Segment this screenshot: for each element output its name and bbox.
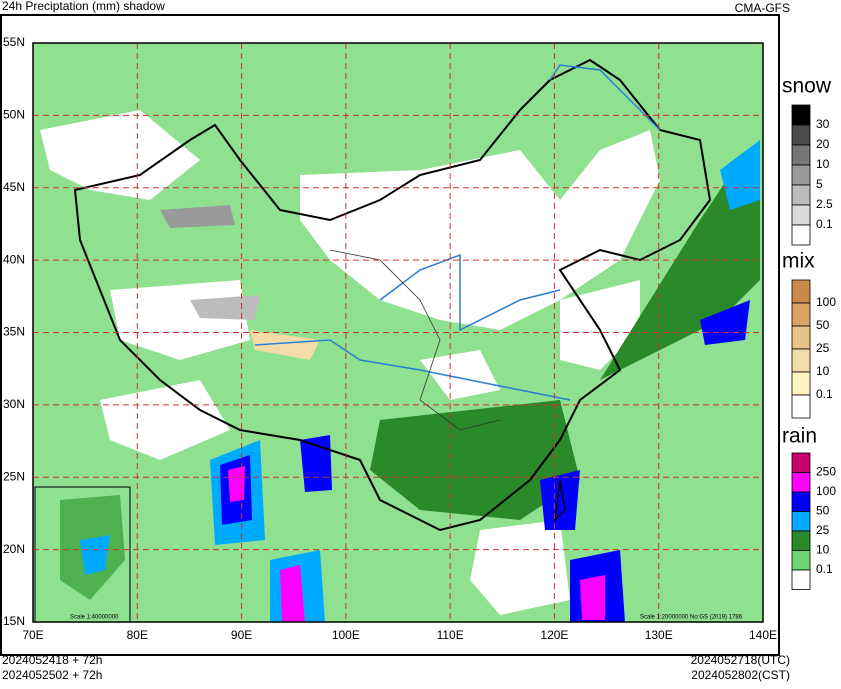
- province-border: [329, 249, 501, 431]
- map-scale: Scale 1:20000000 No:GS (2019) 1786: [640, 615, 743, 621]
- init-cst: 2024052502 + 72h: [2, 668, 102, 682]
- legend-label: 25: [816, 341, 830, 355]
- legend-swatch: [791, 104, 811, 126]
- river: [379, 253, 561, 332]
- lon-label: 130E: [645, 628, 673, 642]
- legend-swatch: [791, 348, 811, 373]
- river: [254, 339, 571, 401]
- legend-swatch: [791, 472, 811, 493]
- outer-frame: [0, 14, 780, 656]
- legend-label: 250: [816, 465, 836, 479]
- river: [549, 64, 661, 131]
- legend-title: mix: [782, 250, 815, 273]
- rain-area-heavy: [370, 400, 580, 520]
- legend-title: snow: [782, 75, 832, 98]
- dry-area: [40, 110, 200, 200]
- legend-label: 100: [816, 295, 836, 309]
- lon-label: 110E: [437, 628, 464, 642]
- rain-area-storm: [700, 300, 750, 345]
- lon-label: 80E: [127, 628, 148, 642]
- init-utc: 2024052418 + 72h: [2, 653, 102, 667]
- lat-label: 35N: [3, 325, 25, 339]
- dry-area: [560, 280, 640, 370]
- legend-label: 0.1: [816, 562, 833, 576]
- legend-label: 50: [816, 318, 830, 332]
- rain-area-extreme: [228, 466, 245, 502]
- dry-area: [300, 130, 660, 330]
- valid-cst: 2024052802(CST): [691, 668, 790, 682]
- rain-area-strong: [720, 140, 760, 210]
- inset-rain-area: [80, 535, 110, 575]
- lat-label: 55N: [3, 35, 25, 49]
- legend-label: 0.1: [816, 217, 833, 231]
- lon-label: 90E: [231, 628, 252, 642]
- legend-swatch: [791, 184, 811, 206]
- legend-label: 20: [816, 137, 830, 151]
- lon-label: 100E: [332, 628, 360, 642]
- legend-swatch: [791, 144, 811, 166]
- legend-swatch: [791, 569, 811, 590]
- lon-label: 70E: [22, 628, 43, 642]
- rain-area-extreme: [280, 565, 305, 622]
- dry-area: [100, 380, 230, 460]
- legend-swatch: [791, 124, 811, 146]
- legend-swatch: [791, 224, 811, 246]
- legend-swatch: [791, 530, 811, 551]
- lat-label: 15N: [3, 614, 25, 628]
- legend-label: 10: [816, 364, 830, 378]
- title: 24h Preciptation (mm) shadow: [2, 0, 165, 13]
- legend-title: rain: [782, 425, 817, 448]
- legend-label: 0.1: [816, 387, 833, 401]
- legend-swatch: [791, 371, 811, 396]
- snow-area: [190, 295, 260, 320]
- legend-label: 50: [816, 504, 830, 518]
- legend-swatch: [791, 279, 811, 304]
- legend-swatch: [791, 394, 811, 419]
- lat-label: 30N: [3, 397, 25, 411]
- model-name: CMA-GFS: [735, 1, 790, 15]
- legend-swatch: [791, 452, 811, 473]
- rain-area-storm: [300, 435, 332, 492]
- legend-label: 25: [816, 523, 830, 537]
- lat-label: 50N: [3, 108, 25, 122]
- valid-utc: 2024052718(UTC): [691, 653, 790, 667]
- dry-area: [420, 350, 500, 400]
- map: [32, 42, 764, 623]
- country-border: [73, 58, 712, 532]
- lat-label: 20N: [3, 542, 25, 556]
- legend-swatch: [791, 325, 811, 350]
- legend-swatch: [791, 511, 811, 532]
- legend-label: 10: [816, 543, 830, 557]
- legend-label: 30: [816, 117, 830, 131]
- legend-swatch: [791, 302, 811, 327]
- legend-label: 2.5: [816, 197, 833, 211]
- lon-label: 120E: [540, 628, 568, 642]
- rain-area-extreme: [580, 575, 605, 620]
- legend-swatch: [791, 204, 811, 226]
- map-frame: [32, 42, 764, 623]
- mix-area: [250, 330, 320, 360]
- dry-area: [470, 520, 570, 615]
- lat-label: 45N: [3, 180, 25, 194]
- inset-scale: Scale 1:40000000: [70, 615, 119, 621]
- legend-label: 5: [816, 177, 823, 191]
- snow-area: [160, 205, 235, 228]
- island-border: [553, 479, 566, 523]
- rain-area-storm: [540, 470, 580, 530]
- lon-label: 140E: [749, 628, 777, 642]
- legend-label: 10: [816, 157, 830, 171]
- lat-label: 25N: [3, 469, 25, 483]
- legend-swatch: [791, 164, 811, 186]
- legend-swatch: [791, 491, 811, 512]
- legend-swatch: [791, 550, 811, 571]
- legend-label: 100: [816, 484, 836, 498]
- lat-label: 40N: [3, 252, 25, 266]
